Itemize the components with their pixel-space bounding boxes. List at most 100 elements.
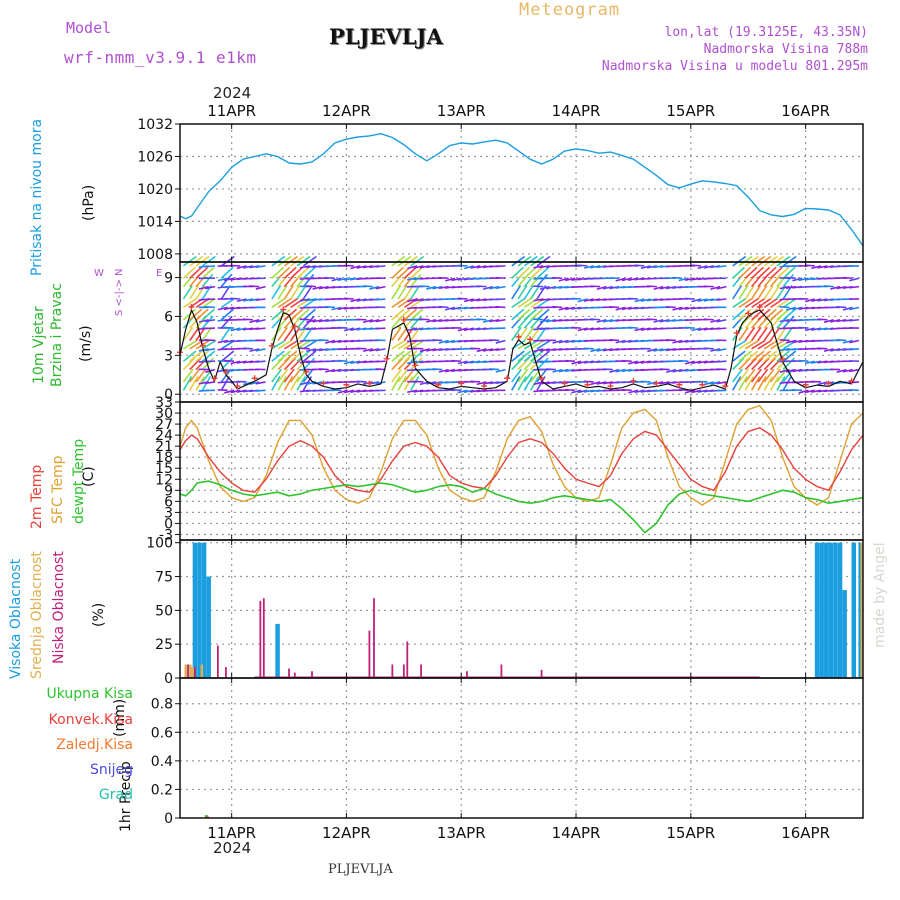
y-tick-label: 0.4 (151, 754, 173, 770)
wind-arrow (577, 360, 588, 365)
dewpt-line (179, 480, 864, 534)
wind-arrow (646, 318, 658, 321)
gust-marker (268, 342, 275, 349)
wind-arrow (306, 318, 317, 324)
wind-arrow (476, 298, 487, 302)
day-label-bottom: 16APR (781, 824, 830, 842)
wind-arrow (738, 357, 751, 371)
wind-arrow (375, 285, 386, 290)
wind-arrow (545, 318, 557, 323)
wind-arrow (552, 285, 563, 290)
wind-arrow (590, 265, 601, 269)
compass-east: E (156, 268, 162, 279)
wind-arrow (672, 339, 683, 344)
station-title: PLJEVLJA (329, 24, 443, 49)
day-label-top: 15APR (666, 102, 715, 120)
wind-arrow (539, 285, 550, 290)
wind-arrow (523, 285, 534, 300)
gust-marker (199, 342, 206, 349)
wind-arrow (738, 368, 750, 383)
wind-arrow (757, 350, 771, 362)
y-tick-label: 3 (164, 348, 173, 364)
wind-arrow (391, 357, 404, 371)
wind-arrow (691, 389, 702, 394)
wind-arrow (249, 318, 260, 324)
wind-arrow (410, 339, 425, 350)
wind-arrow (678, 306, 689, 311)
low-cloud-bar (420, 664, 422, 678)
wind-arrow (397, 357, 410, 371)
wind-arrow (397, 326, 408, 341)
wind-arrow (634, 360, 645, 365)
wind-arrow (716, 389, 727, 392)
wind-arrow (672, 368, 683, 373)
wind-arrow (495, 381, 506, 384)
wind-arrow (564, 359, 575, 363)
low-cloud-bar (259, 600, 262, 678)
wind-arrow (331, 306, 342, 311)
wind-arrow (744, 339, 760, 350)
wind-arrow (283, 350, 298, 362)
wind-arrow (201, 350, 216, 362)
wind-arrow (536, 339, 551, 350)
y-tick-label: 21 (155, 439, 173, 455)
gust-marker (722, 383, 729, 390)
wind-arrow (678, 368, 689, 373)
wind-arrow (302, 255, 317, 267)
wind-arrow (770, 308, 784, 321)
low-cloud-bar (288, 668, 290, 678)
wind-arrow (325, 339, 336, 344)
wind-arrow (511, 266, 524, 279)
wind-arrow (470, 360, 481, 364)
wind-arrow (738, 297, 753, 309)
day-label-top: 11APR (207, 102, 256, 120)
wind-arrow (299, 347, 310, 350)
wind-arrow (830, 318, 841, 323)
y-tick-label: 12 (155, 472, 173, 488)
wind-arrow (811, 327, 822, 331)
wind-arrow (255, 348, 266, 352)
wind-arrow (350, 360, 361, 365)
wind-arrow (536, 266, 550, 279)
wind-arrow (769, 285, 780, 300)
wind-arrow (536, 350, 550, 362)
wind-arrow (255, 318, 266, 323)
wind-arrow (463, 327, 475, 332)
wind-arrow (798, 389, 809, 394)
low-cloud-bar (216, 645, 219, 678)
wind-arrow (220, 297, 236, 309)
wind-arrow (375, 339, 386, 342)
high-cloud-bar (814, 542, 820, 678)
wind-arrow (596, 381, 607, 385)
wind-arrow (716, 348, 727, 352)
wind-arrow (523, 350, 538, 362)
wind-arrow (646, 265, 658, 269)
wind-arrow (817, 381, 828, 386)
wind-arrow (205, 318, 216, 323)
wind-arrow (189, 376, 199, 391)
wind-arrow (849, 277, 860, 282)
wind-arrow (432, 318, 443, 323)
product-title: Meteogram (519, 0, 621, 20)
wind-arrow (249, 381, 260, 385)
wind-arrow (283, 285, 294, 300)
temp2m-line (179, 427, 864, 493)
wind-arrow (290, 285, 301, 300)
wind-arrow (836, 318, 847, 323)
wind-arrow (615, 339, 626, 344)
wind-arrow (751, 297, 766, 309)
wind-arrow (343, 277, 355, 281)
wind-arrow (419, 348, 430, 353)
wind-arrow (691, 298, 702, 303)
wind-arrow (391, 339, 406, 350)
wind-arrow (836, 368, 847, 373)
wind-arrow (204, 298, 216, 301)
y-tick-label: 6 (164, 494, 173, 510)
wind-arrow (678, 388, 689, 392)
wind-arrow (716, 318, 727, 323)
wind-arrow (482, 285, 494, 290)
wind-arrow (331, 277, 342, 282)
low-cloud-bar (391, 664, 394, 678)
legend-convective-rain: Konvek.Kisa (48, 712, 133, 728)
wind-arrow (646, 298, 658, 302)
